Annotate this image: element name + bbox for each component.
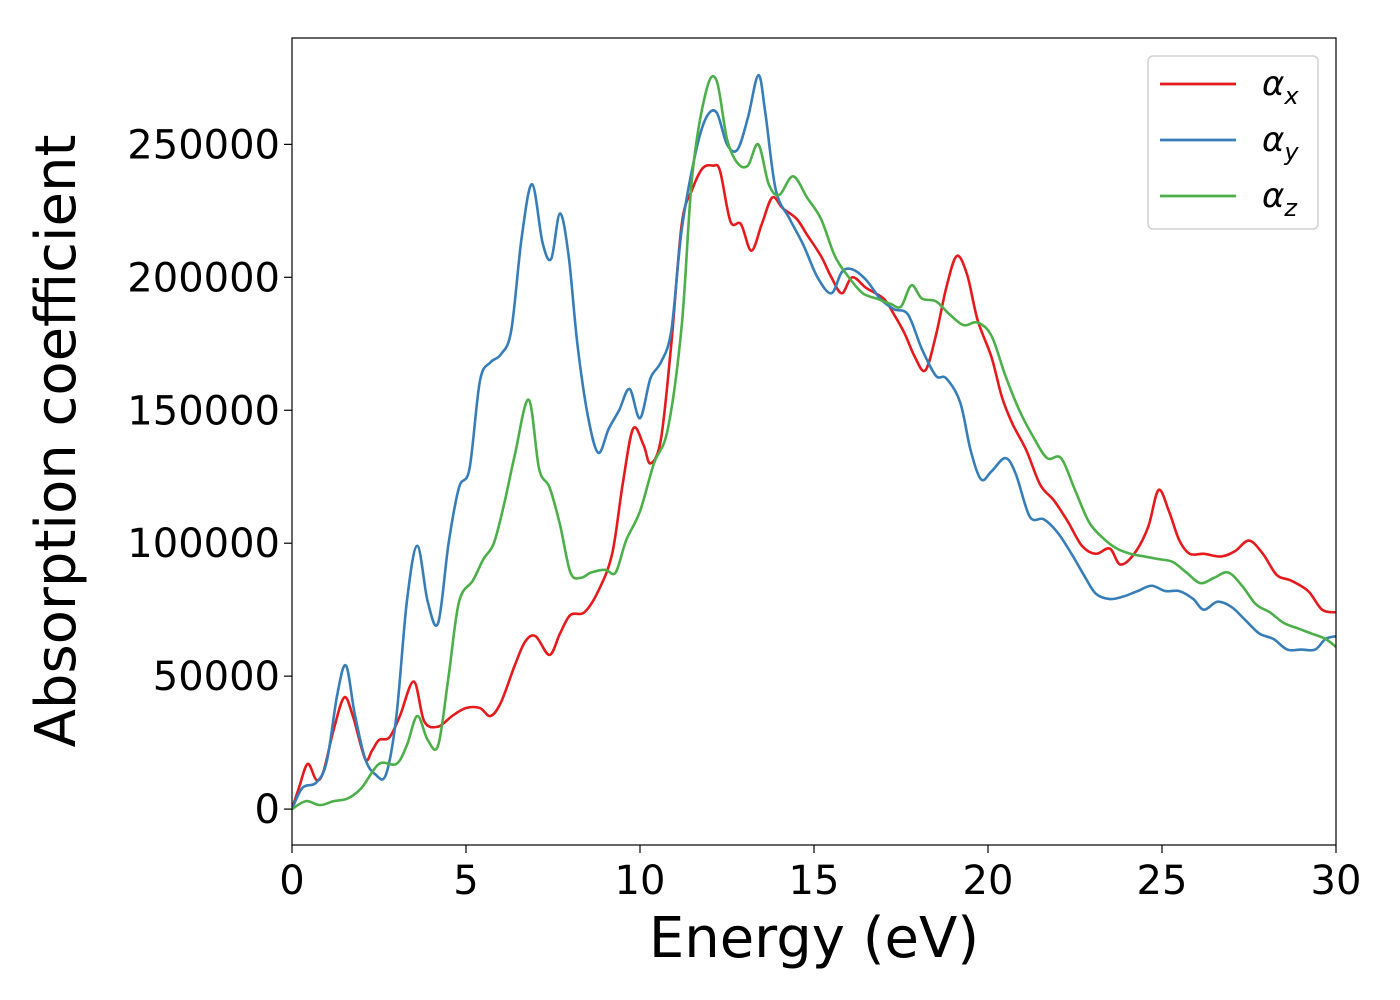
y-tick-label: 100000 [127,521,280,567]
series-line-y [292,73,1336,810]
y-tick-label: 150000 [127,388,280,434]
series-line-x [292,163,1336,810]
y-tick-label: 50000 [153,654,280,700]
x-axis-label: Energy (eV) [649,906,979,971]
y-tick-label: 250000 [127,122,280,168]
series-line-z [292,74,1336,811]
y-axis: 0 50000 100000 150000 200000 250000 [127,122,292,833]
plot-lines [292,73,1336,811]
x-tick-label: 0 [279,858,304,904]
x-tick-label: 20 [963,858,1014,904]
x-tick-label: 25 [1137,858,1188,904]
x-tick-label: 15 [789,858,840,904]
legend-box [1147,55,1319,230]
y-tick-label: 200000 [127,255,280,301]
x-tick-label: 5 [453,858,478,904]
x-tick-label: 10 [615,858,666,904]
y-tick-label: 0 [255,787,280,833]
x-axis: 0 5 10 15 20 25 30 [279,845,1361,904]
y-axis-label: Absorption coefficient [24,135,89,748]
x-tick-label: 30 [1311,858,1362,904]
